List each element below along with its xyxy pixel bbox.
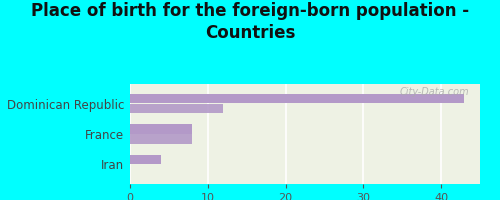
Bar — [130, 134, 192, 144]
Bar — [130, 104, 224, 113]
Text: Place of birth for the foreign-born population -
Countries: Place of birth for the foreign-born popu… — [31, 2, 469, 42]
Bar — [130, 155, 161, 164]
Bar — [130, 124, 192, 134]
Bar — [130, 94, 464, 103]
Text: City-Data.com: City-Data.com — [400, 87, 469, 97]
